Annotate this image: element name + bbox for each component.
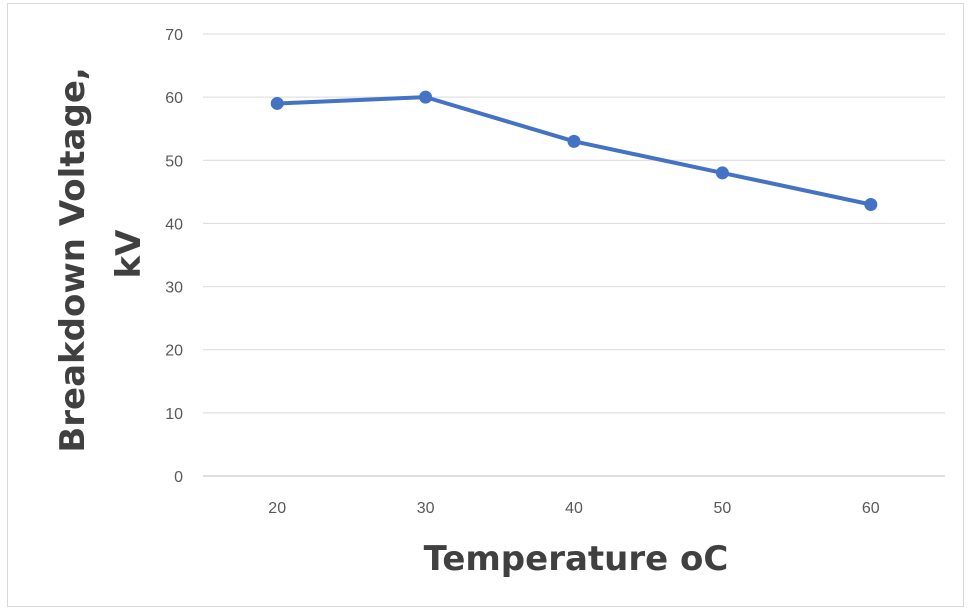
data-point-50: [715, 166, 729, 180]
y-axis-title-line-1: Breakdown Voltage,: [53, 67, 93, 452]
x-tick-label-30: 30: [417, 500, 435, 517]
data-point-30: [419, 90, 433, 104]
y-tick-labels: 0 10 20 30 40 50 60 70: [165, 27, 183, 486]
chart-frame: [7, 3, 964, 607]
x-tick-label-60: 60: [862, 500, 880, 517]
x-tick-label-40: 40: [565, 500, 583, 517]
x-axis-title: Temperature oC: [424, 539, 729, 579]
gridlines: [203, 33, 945, 477]
data-point-20: [270, 96, 284, 110]
y-tick-label-70: 70: [165, 27, 183, 44]
y-tick-label-50: 50: [165, 153, 183, 170]
series-line-0: [275, 95, 873, 207]
y-tick-label-10: 10: [165, 406, 183, 423]
y-axis-title: Breakdown Voltage, kV: [53, 55, 149, 452]
x-tick-label-50: 50: [714, 500, 732, 517]
y-tick-label-40: 40: [165, 216, 183, 233]
data-point-40: [567, 134, 581, 148]
y-tick-label-60: 60: [165, 90, 183, 107]
y-tick-label-30: 30: [165, 280, 183, 297]
y-tick-label-20: 20: [165, 343, 183, 360]
y-axis-title-line-2: kV: [109, 229, 149, 279]
data-point-60: [864, 197, 878, 211]
x-tick-label-20: 20: [268, 500, 286, 517]
x-tick-labels: 20 30 40 50 60: [268, 500, 879, 517]
y-tick-label-0: 0: [174, 469, 183, 486]
series-layer: [270, 90, 878, 211]
